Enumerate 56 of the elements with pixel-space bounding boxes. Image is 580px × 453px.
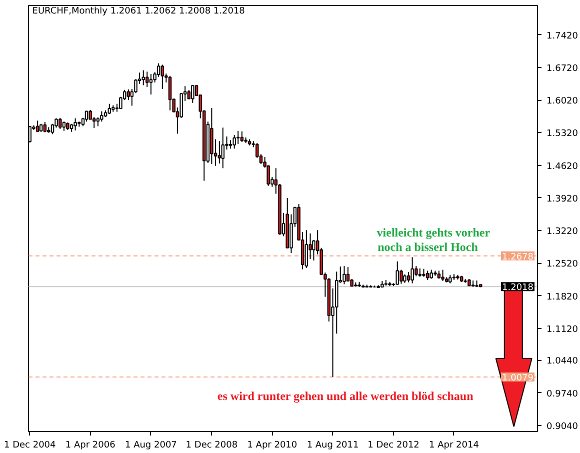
candlestick: [108, 103, 112, 115]
y-tick-label: 1.1820: [546, 292, 578, 302]
y-tick-label: 1.0440: [546, 356, 578, 367]
candlestick: [168, 75, 172, 111]
candlestick: [400, 269, 403, 284]
candlestick: [36, 120, 40, 132]
x-tick-label: 1 Apr 2014: [429, 440, 480, 450]
candlestick: [58, 117, 62, 130]
y-tick-label: 1.6720: [546, 64, 578, 74]
ref-line-label: 1.2018: [502, 283, 534, 294]
chart-title: EURCHF,Monthly 1.2061 1.2062 1.2008 1.2018: [32, 6, 246, 16]
candlestick: [74, 118, 77, 131]
candlestick: [43, 122, 47, 133]
y-tick-label: 1.2520: [546, 260, 578, 270]
x-tick-label: 1 Aug 2011: [306, 440, 359, 450]
candlestick: [414, 266, 418, 277]
y-tick-label: 0.9040: [546, 422, 578, 432]
y-tick-label: 1.5320: [546, 129, 578, 140]
candlestick: [406, 272, 410, 283]
annotation: es wird runter gehen und alle werden blöd schaun: [217, 389, 474, 403]
x-tick-label: 1 Apr 2006: [65, 440, 116, 450]
candlestick: [240, 130, 244, 143]
candlestick: [304, 230, 308, 268]
candlestick: [410, 256, 414, 284]
candlestick: [191, 84, 194, 104]
y-tick-label: 1.6020: [546, 96, 578, 107]
ref-line-label: 1.2678: [502, 252, 534, 262]
candlestick: [426, 270, 430, 281]
candlestick: [236, 130, 240, 144]
y-tick-label: 1.4620: [546, 162, 578, 172]
candlestick: [142, 70, 145, 86]
x-tick-label: 1 Dec 2004: [4, 440, 56, 450]
candlestick: [232, 134, 236, 150]
x-tick-label: 1 Dec 2012: [368, 440, 420, 450]
x-tick-label: 1 Apr 2010: [247, 440, 298, 450]
y-tick-label: 1.7420: [546, 31, 578, 42]
candlestick: [126, 88, 130, 101]
x-tick-label: 1 Aug 2007: [124, 440, 177, 450]
y-tick-label: 1.1120: [546, 324, 578, 335]
x-tick-label: 1 Dec 2008: [186, 440, 238, 450]
y-tick-label: 1.3920: [546, 194, 578, 204]
candlestick: [149, 74, 153, 96]
candlestick: [396, 260, 399, 286]
candlestick: [62, 121, 66, 132]
annotation: vielleicht gehts vorher: [376, 225, 491, 240]
candlestick: [441, 269, 444, 282]
candlestick: [221, 127, 225, 169]
ref-line-label: 1.0079: [502, 374, 534, 384]
annotation: noch a bisserl Hoch: [378, 240, 478, 254]
candlestick: [342, 266, 346, 285]
y-tick-label: 0.9740: [546, 389, 578, 400]
candlestick: [100, 110, 104, 122]
candlestick: [145, 71, 149, 88]
y-tick-label: 1.3220: [546, 227, 578, 238]
candlestick: [160, 64, 164, 90]
candlestick: [218, 140, 222, 164]
